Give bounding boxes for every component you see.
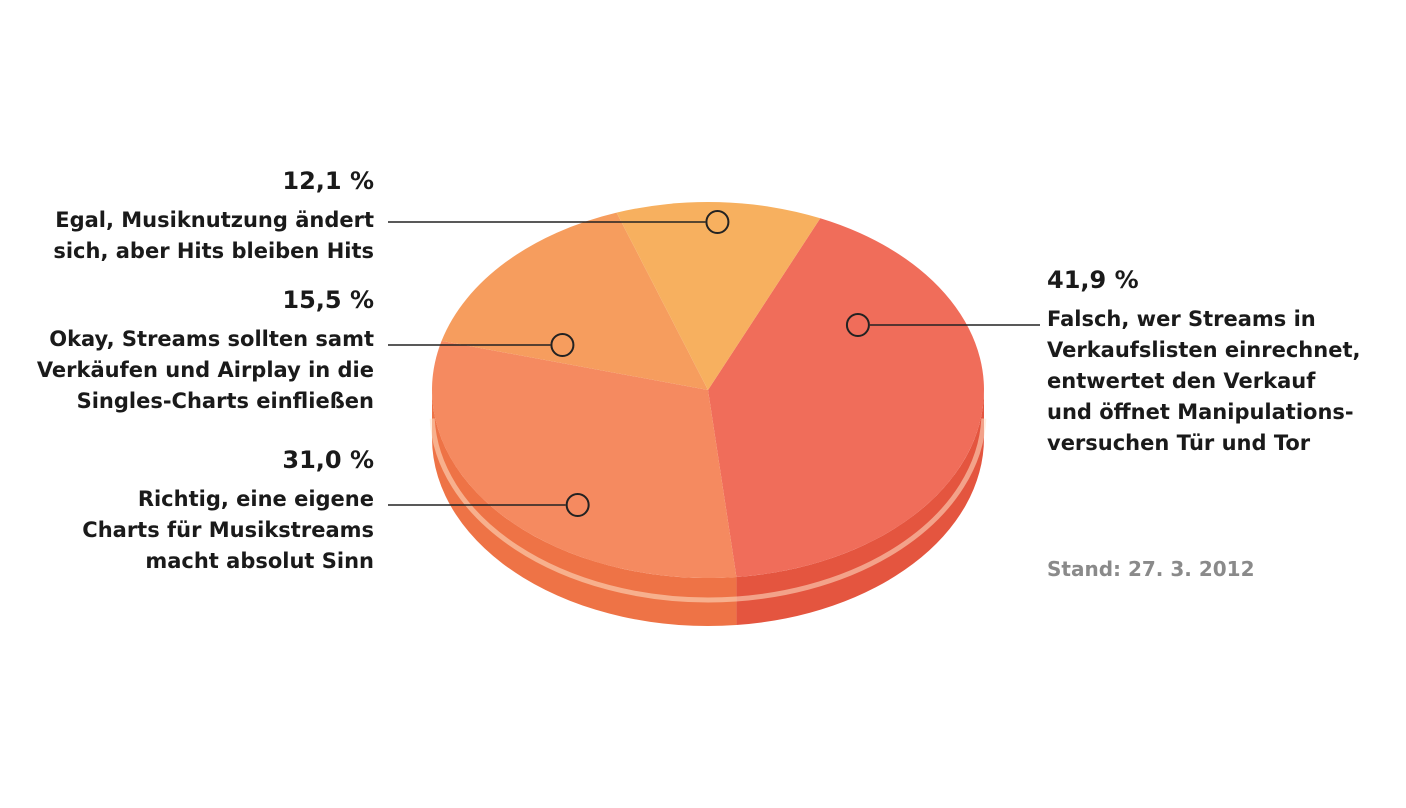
category-label-line: Charts für Musikstreams: [82, 518, 374, 542]
percent-label: 41,9 %: [1047, 266, 1139, 294]
slice-marker: [565, 493, 590, 517]
slice-marker: [845, 313, 870, 337]
category-label-line: Egal, Musiknutzung ändert: [55, 208, 374, 232]
pie-side-segment: [736, 390, 984, 626]
percent-label: 15,5 %: [282, 286, 374, 314]
leader-lines: [388, 210, 1040, 517]
slice-marker: [550, 333, 575, 357]
category-label-line: sich, aber Hits bleiben Hits: [53, 239, 374, 263]
pie-slice: [708, 218, 985, 578]
slice-marker: [705, 210, 730, 234]
date-note: Stand: 27. 3. 2012: [1047, 557, 1255, 581]
category-label-line: Verkaufslisten einrechnet,: [1047, 338, 1360, 362]
pie-slice: [616, 202, 821, 390]
category-label-line: entwertet den Verkauf: [1047, 369, 1316, 393]
pie-top: [432, 202, 985, 578]
category-label-line: macht absolut Sinn: [145, 549, 374, 573]
pie-side-segment: [432, 390, 737, 626]
percent-label: 31,0 %: [282, 446, 374, 474]
category-label-line: versuchen Tür und Tor: [1047, 431, 1311, 455]
percent-label: 12,1 %: [282, 167, 374, 195]
slice-labels: 41,9 % Falsch, wer Streams in Verkaufslist…: [37, 167, 1361, 573]
category-label-line: Verkäufen und Airplay in die: [37, 358, 374, 382]
category-label-line: Okay, Streams sollten samt: [49, 327, 374, 351]
pie-slice: [432, 340, 737, 578]
category-label-line: und öffnet Manipulations-: [1047, 400, 1354, 424]
category-label-line: Falsch, wer Streams in: [1047, 307, 1316, 331]
category-label-line: Singles-Charts einfließen: [77, 389, 374, 413]
category-label-line: Richtig, eine eigene: [138, 487, 374, 511]
